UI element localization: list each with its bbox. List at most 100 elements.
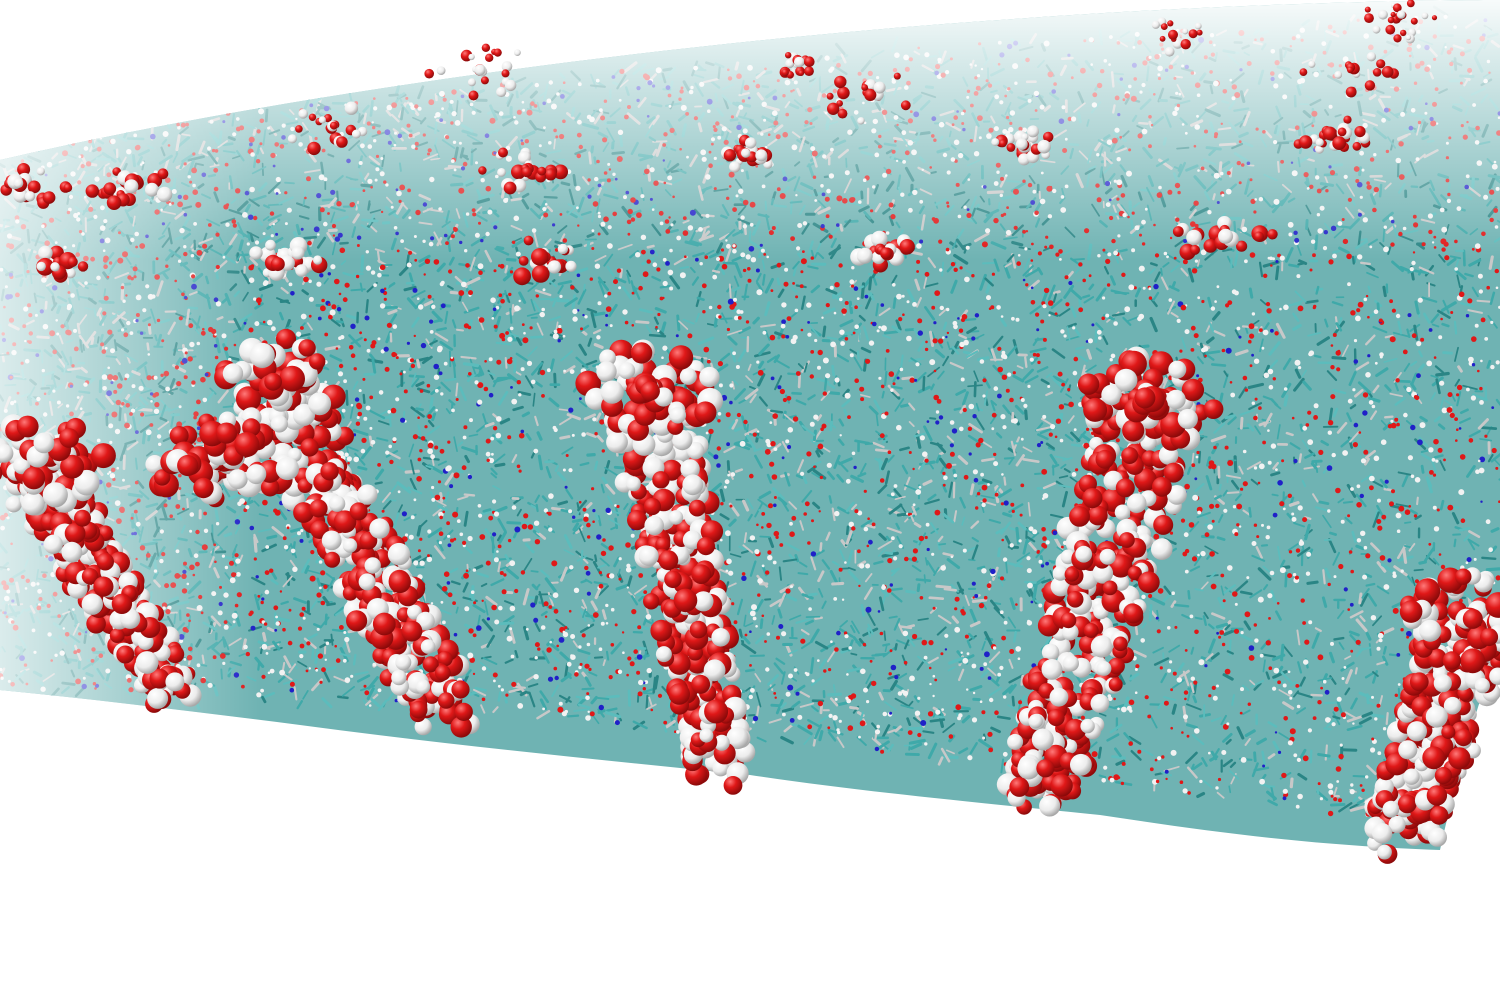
lipid-bond	[472, 366, 481, 370]
lipid-bond	[1027, 540, 1037, 551]
lipid-bond	[1364, 334, 1376, 346]
lipid-bond	[578, 399, 588, 408]
lipid-bond	[1203, 350, 1221, 355]
lipid-bond	[297, 660, 308, 668]
lipid-bond	[506, 266, 514, 276]
lipid-bond	[396, 481, 412, 494]
lipid-bond	[862, 325, 869, 341]
lipid-bond	[929, 522, 939, 534]
lipid-bond	[435, 499, 447, 507]
lipid-bond	[1208, 321, 1215, 333]
lipid-bond	[797, 374, 802, 389]
lipid-bond	[1095, 347, 1103, 353]
lipid-bond	[538, 297, 553, 301]
lipid-bond	[930, 528, 939, 534]
lipid-bond	[534, 415, 539, 427]
lipid-bond	[922, 375, 926, 391]
lipid-bond	[926, 560, 937, 575]
lipid-bond	[1024, 409, 1028, 421]
lipid-bond	[863, 523, 876, 529]
lipid-bond	[924, 557, 928, 566]
lipid-bond	[1239, 416, 1244, 430]
lipid-bond	[851, 620, 860, 634]
lipid-bond	[362, 393, 366, 404]
lipid-bond	[1409, 509, 1418, 515]
lipid-bond	[298, 333, 311, 338]
lipid-bond	[559, 566, 568, 582]
lipid-bond	[544, 460, 555, 464]
lipid-bond	[595, 412, 602, 422]
lipid-bond	[856, 350, 860, 360]
lipid-bond	[509, 307, 513, 324]
lipid-bond	[1024, 375, 1039, 384]
lipid-bond	[1009, 527, 1018, 532]
lipid-bond	[1327, 538, 1337, 554]
lipid-bond	[942, 552, 955, 557]
lipid-bond	[335, 320, 344, 324]
lipid-bond	[1189, 565, 1201, 572]
lipid-bond	[1034, 337, 1045, 342]
lipid-bond	[1403, 362, 1411, 372]
lipid-bond	[1053, 536, 1064, 552]
lipid-bond	[1333, 636, 1345, 641]
lipid-bond	[883, 370, 888, 387]
lipid-bond	[740, 550, 749, 554]
lipid-bond	[577, 525, 584, 532]
lipid-bond	[1486, 359, 1492, 369]
lipid-bond	[1267, 753, 1276, 760]
lipid-bond	[878, 596, 885, 612]
lipid-bond	[951, 615, 960, 624]
lipid-bond	[1268, 341, 1281, 356]
lipid-bond	[532, 300, 542, 313]
lipid-bond	[856, 736, 867, 746]
lipid-bond	[980, 494, 995, 500]
lipid-bond	[456, 469, 464, 474]
lipid-bond	[1297, 261, 1306, 266]
lipid-bond	[509, 629, 516, 644]
lipid-bond	[429, 396, 434, 411]
lipid-bond	[1352, 774, 1368, 778]
lipid-bond	[1060, 463, 1067, 469]
lipid-bond	[827, 731, 837, 742]
lipid-bond	[1086, 348, 1093, 360]
lipid-bond	[1406, 328, 1411, 338]
lipid-bond	[1106, 733, 1120, 742]
lipid-bond	[1152, 291, 1160, 302]
lipid-bond	[1066, 322, 1077, 329]
lipid-bond	[1301, 479, 1307, 488]
lipid-bond	[564, 663, 569, 679]
lipid-bond	[1242, 684, 1250, 691]
lipid-bond	[1211, 363, 1227, 367]
lipid-bond	[1385, 711, 1389, 726]
lipid-bond	[646, 703, 657, 710]
lipid-bond	[1239, 590, 1253, 596]
lipid-bond	[1406, 574, 1414, 584]
lipid-bond	[1111, 755, 1126, 760]
lipid-bond	[1162, 593, 1172, 603]
lipid-bond	[365, 299, 369, 314]
lipid-bond	[1015, 526, 1020, 545]
lipid-bond	[1364, 457, 1370, 466]
lipid-bond	[1364, 671, 1375, 679]
lipid-bond	[1476, 299, 1492, 303]
lipid-bond	[462, 362, 480, 367]
lipid-bond	[356, 674, 371, 683]
lipid-bond	[1207, 296, 1213, 309]
lipid-bond	[652, 676, 657, 694]
lipid-bond	[1180, 267, 1189, 277]
lipid-bond	[1384, 334, 1394, 339]
lipid-bond	[1329, 531, 1337, 536]
lipid-bond	[1304, 299, 1319, 304]
lipid-bond	[1267, 721, 1278, 728]
lipid-bond	[628, 591, 636, 599]
lipid-bond	[357, 465, 368, 471]
lipid-bond	[257, 528, 272, 533]
lipid-bond	[1217, 596, 1225, 609]
lipid-bond	[1149, 316, 1158, 333]
lipid-bond	[456, 328, 464, 332]
lipid-bond	[1444, 399, 1455, 408]
lipid-bond	[976, 356, 990, 362]
lipid-bond	[605, 650, 610, 661]
lipid-bond	[1382, 645, 1387, 655]
lipid-bond	[971, 536, 980, 543]
